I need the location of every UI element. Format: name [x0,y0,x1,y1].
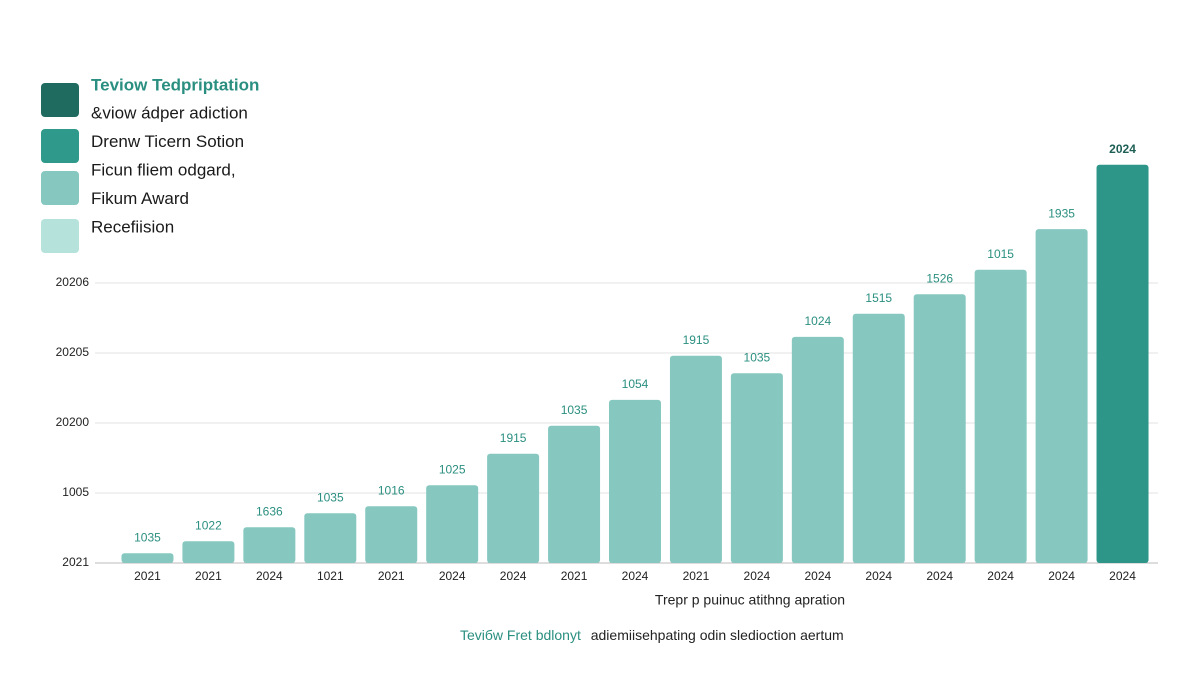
x-tick-label: 1021 [317,569,344,583]
legend-label: Fikum Award [91,189,189,208]
bar [1096,164,1149,563]
caption: Teviбw Fret bdlonyt adiemiisehpating odi… [460,627,844,643]
legend-swatch [41,171,79,205]
data-label: 1915 [500,431,527,445]
data-label: 1054 [622,377,649,391]
data-label: 1024 [804,314,831,328]
data-label: 1035 [744,350,771,364]
legend-label: Drenw Ticern Sotion [91,132,244,151]
bar [548,425,601,563]
y-tick-label: 20206 [56,275,90,289]
legend-swatch [41,219,79,253]
x-tick-label: 2024 [804,569,831,583]
x-axis-label: Trepr p puinuc atithng apration [655,592,845,608]
bar [1035,229,1088,563]
bar [121,553,174,563]
bar [791,336,844,563]
x-tick-label: 2024 [256,569,283,583]
x-tick-label: 2024 [622,569,649,583]
bar [669,355,722,563]
data-label: 1035 [317,490,344,504]
bar [182,541,235,563]
x-tick-label: 2024 [1048,569,1075,583]
data-label: 1515 [865,291,892,305]
legend-label: Ficun fliem odgard, [91,160,236,179]
legend-label: &viow ádper adiction [91,103,248,122]
data-label: 1035 [134,530,161,544]
x-tick-label: 2021 [683,569,710,583]
bar [974,269,1027,563]
x-tick-label: 2024 [439,569,466,583]
data-label: 1915 [683,333,710,347]
data-label: 1015 [987,247,1014,261]
x-tick-label: 2024 [865,569,892,583]
legend-swatch [41,83,79,117]
data-label: 2024 [1109,142,1136,156]
y-tick-label: 2021 [62,555,89,569]
caption-rest: adiemiisehpating odin sledioction aertum [591,627,844,643]
x-tick-label: 2021 [378,569,405,583]
y-tick-label: 1005 [62,485,89,499]
bar [487,453,540,563]
data-label: 1025 [439,462,466,476]
bar [730,373,783,563]
caption-lead: Teviбw Fret bdlonyt [460,627,581,643]
bar [243,527,296,563]
legend-label: Recefiision [91,217,174,236]
x-tick-label: 2024 [1109,569,1136,583]
data-label: 1022 [195,518,222,532]
data-label: 1035 [561,403,588,417]
bar [304,513,357,563]
bar [852,313,905,563]
x-tick-label: 2024 [987,569,1014,583]
bar [365,506,418,563]
x-tick-label: 2024 [744,569,771,583]
y-tick-label: 20205 [56,345,90,359]
data-label: 1016 [378,483,405,497]
x-tick-label: 2024 [926,569,953,583]
x-tick-label: 2021 [561,569,588,583]
legend-title: Teviow Tedpriptation [91,75,259,94]
data-label: 1636 [256,504,283,518]
y-tick-label: 20200 [56,415,90,429]
x-tick-label: 2021 [195,569,222,583]
bar [609,399,661,563]
x-tick-label: 2021 [134,569,161,583]
x-tick-label: 2024 [500,569,527,583]
data-label: 1935 [1048,206,1075,220]
bar [426,485,479,563]
data-label: 1526 [926,271,953,285]
bar [913,294,966,563]
legend-swatch [41,129,79,163]
